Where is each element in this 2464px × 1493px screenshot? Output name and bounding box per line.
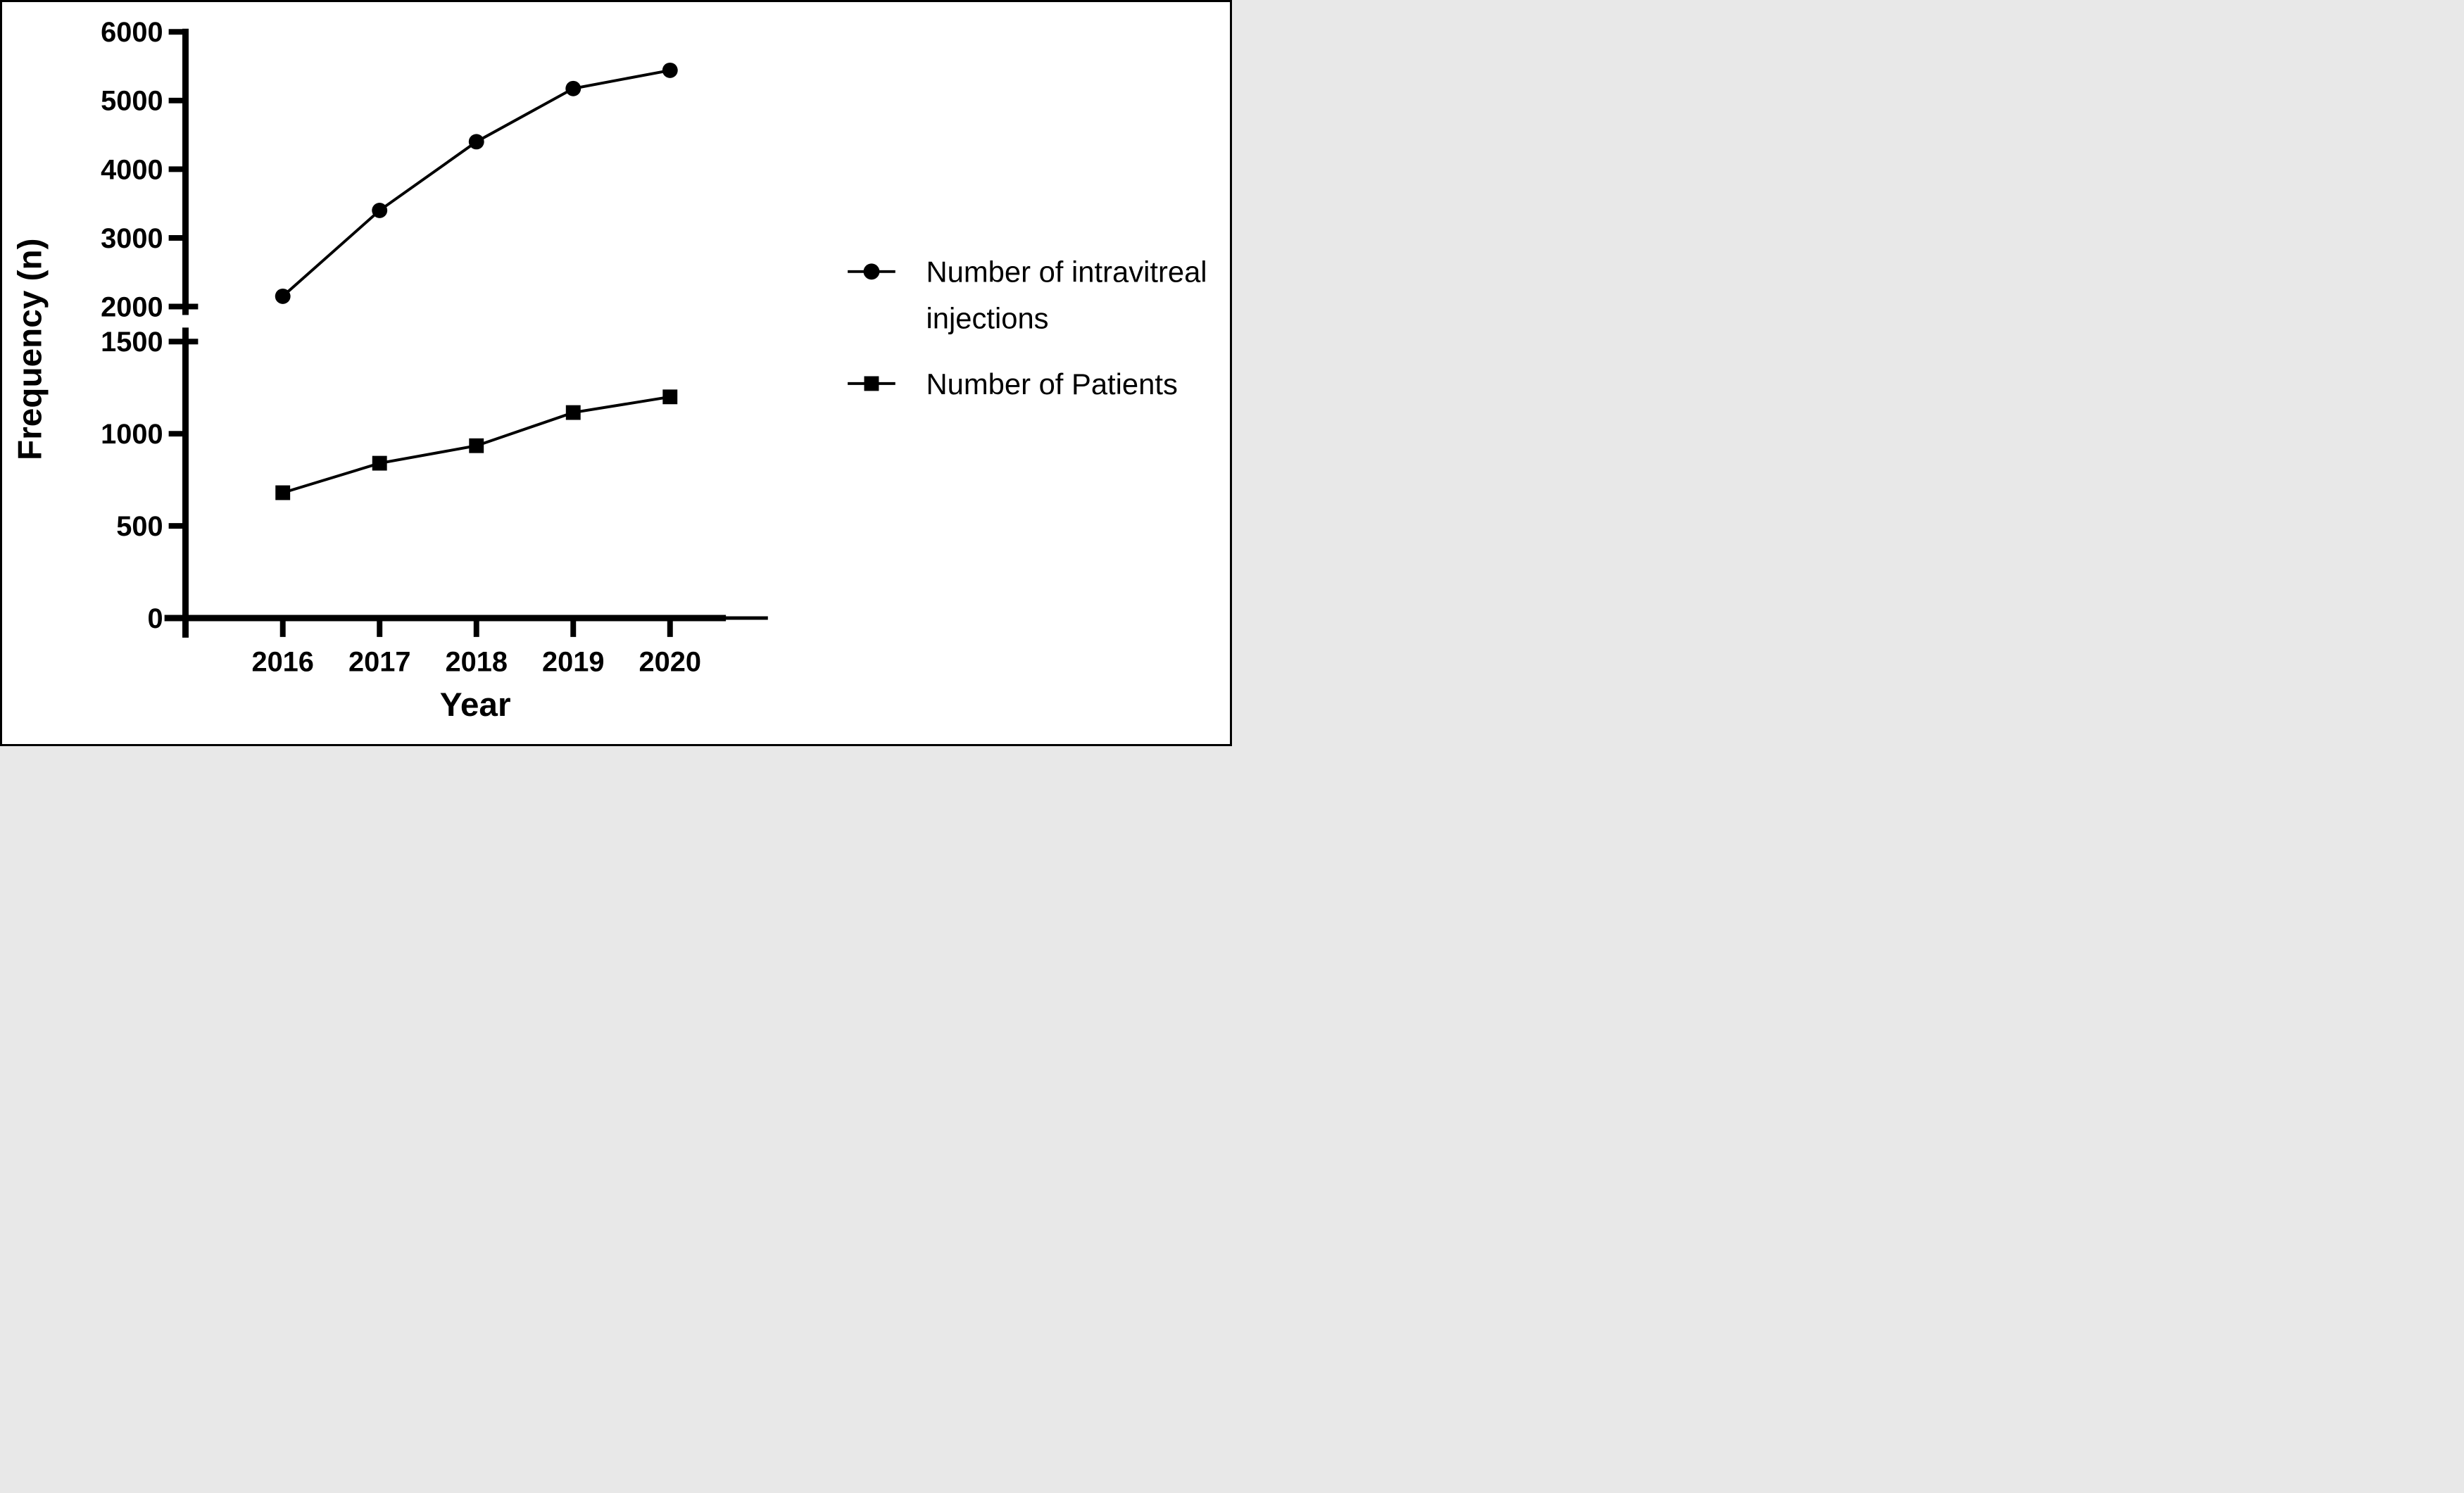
y-axis: 2000 3000 4000 5000 6000 0 500 1000 1500 Freque… xyxy=(12,17,199,638)
y-axis-title: Frequency (n) xyxy=(12,238,49,460)
legend-injections-label-line2: injections xyxy=(926,301,1048,334)
x-tick-label: 2016 xyxy=(251,647,313,678)
legend-patients-square-marker xyxy=(864,376,879,391)
data-point-circle xyxy=(565,80,582,96)
data-point-circle xyxy=(372,203,388,218)
series-patients xyxy=(275,389,678,500)
y-axis-lower-segment-line xyxy=(182,327,189,638)
series-line xyxy=(282,68,671,298)
y-tick-label: 0 xyxy=(148,603,163,634)
x-tick-label: 2018 xyxy=(445,647,507,678)
x-axis: 2016 2017 2018 2019 2020 Year xyxy=(164,615,768,724)
x-tick-label: 2019 xyxy=(542,647,604,678)
data-point-circle xyxy=(662,62,678,78)
legend-injections-label-line1: Number of intravitreal xyxy=(926,256,1207,289)
x-axis-line-extension xyxy=(724,616,768,620)
legend-patients-label: Number of Patients xyxy=(926,367,1177,401)
y-tick-label: 1000 xyxy=(101,419,163,450)
series-layer xyxy=(275,62,678,500)
y-tick-label: 4000 xyxy=(101,154,163,185)
y-tick-label: 6000 xyxy=(101,17,163,48)
x-axis-line xyxy=(164,615,727,622)
y-tick-label: 2000 xyxy=(101,291,163,322)
chart-canvas: 2000 3000 4000 5000 6000 0 500 1000 1500 Freque… xyxy=(12,17,1207,724)
legend-injections-circle-marker xyxy=(863,263,880,280)
figure-frame: 2000 3000 4000 5000 6000 0 500 1000 1500 Freque… xyxy=(0,0,1232,746)
y-tick-label: 1500 xyxy=(101,327,163,358)
x-tick-label: 2020 xyxy=(639,647,701,678)
data-point-circle xyxy=(468,134,484,150)
data-point-square xyxy=(275,485,291,500)
y-tick-label: 3000 xyxy=(101,223,163,254)
data-point-square xyxy=(662,389,678,405)
x-axis-ticks: 2016 2017 2018 2019 2020 xyxy=(251,620,701,678)
data-point-square xyxy=(372,455,387,471)
series-injections xyxy=(275,62,678,304)
x-axis-title: Year xyxy=(440,686,511,724)
data-point-square xyxy=(565,405,581,420)
y-axis-upper-ticks: 2000 3000 4000 5000 6000 xyxy=(101,17,199,322)
x-tick-label: 2017 xyxy=(348,647,410,678)
y-tick-label: 5000 xyxy=(101,86,163,117)
y-tick-label: 500 xyxy=(116,511,163,542)
legend: Number of intravitreal injections Number… xyxy=(848,256,1207,401)
data-point-circle xyxy=(275,288,291,304)
data-point-square xyxy=(469,438,484,453)
y-axis-lower-ticks: 0 500 1000 1500 xyxy=(101,327,199,634)
